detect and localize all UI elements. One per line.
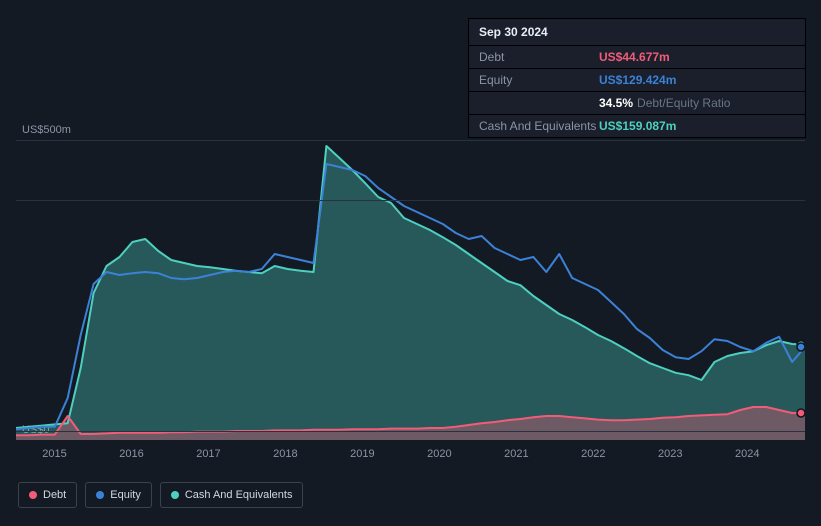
x-axis-label: 2021 [504,448,528,460]
x-axis-label: 2019 [350,448,374,460]
tooltip-row-debt: Debt US$44.677m [469,46,805,69]
legend-dot-icon [29,491,37,499]
x-axis-label: 2017 [196,448,220,460]
chart-plot-area[interactable] [16,140,805,440]
x-axis-label: 2015 [42,448,66,460]
legend: Debt Equity Cash And Equivalents [18,482,303,508]
tooltip-value: US$129.424m [599,73,676,87]
tooltip-label [479,96,599,110]
y-axis-label-max: US$500m [22,124,71,136]
legend-item-debt[interactable]: Debt [18,482,77,508]
tooltip-value: US$44.677m [599,50,670,64]
tooltip-row-cash: Cash And Equivalents US$159.087m [469,115,805,137]
ratio-txt: Debt/Equity Ratio [637,96,730,110]
tooltip-value: US$159.087m [599,119,676,133]
x-axis-label: 2018 [273,448,297,460]
gridline [16,140,805,141]
tooltip-ratio: 34.5% Debt/Equity Ratio [599,96,730,110]
tooltip-row-ratio: 34.5% Debt/Equity Ratio [469,92,805,115]
legend-item-cash[interactable]: Cash And Equivalents [160,482,304,508]
gridline [16,431,805,432]
tooltip-row-equity: Equity US$129.424m [469,69,805,92]
legend-dot-icon [96,491,104,499]
chart-svg [16,140,805,440]
x-axis-label: 2016 [119,448,143,460]
x-axis-label: 2022 [581,448,605,460]
tooltip-label: Equity [479,73,599,87]
tooltip-label: Cash And Equivalents [479,119,599,133]
legend-item-equity[interactable]: Equity [85,482,152,508]
legend-label: Debt [43,489,66,501]
x-axis-label: 2024 [735,448,759,460]
tooltip-date: Sep 30 2024 [469,19,805,46]
ratio-pct: 34.5% [599,96,633,110]
x-axis: 2015 2016 2017 2018 2019 2020 2021 2022 2023 2024 [16,448,805,468]
tooltip: Sep 30 2024 Debt US$44.677m Equity US$12… [468,18,806,138]
legend-label: Equity [110,489,141,501]
legend-dot-icon [171,491,179,499]
x-axis-label: 2020 [427,448,451,460]
tooltip-label: Debt [479,50,599,64]
x-axis-label: 2023 [658,448,682,460]
gridline [16,200,805,201]
legend-label: Cash And Equivalents [185,489,293,501]
